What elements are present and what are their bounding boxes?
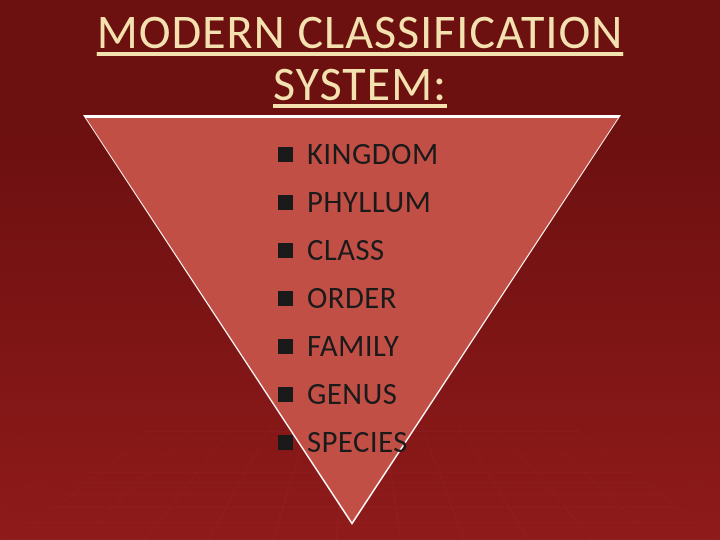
square-bullet-icon	[278, 435, 293, 450]
list-item: ORDER	[278, 274, 439, 322]
list-item-label: PHYLLUM	[307, 184, 431, 221]
square-bullet-icon	[278, 291, 293, 306]
list-item: KINGDOM	[278, 130, 439, 178]
list-item-label: KINGDOM	[307, 136, 439, 173]
square-bullet-icon	[278, 147, 293, 162]
slide: MODERN CLASSIFICATION SYSTEM: KINGDOM PH…	[0, 0, 720, 540]
list-item: FAMILY	[278, 322, 439, 370]
square-bullet-icon	[278, 195, 293, 210]
list-item: PHYLLUM	[278, 178, 439, 226]
square-bullet-icon	[278, 243, 293, 258]
title-line-2: SYSTEM:	[273, 54, 447, 113]
list-item-label: FAMILY	[307, 328, 399, 365]
list-item: SPECIES	[278, 418, 439, 466]
list-item-label: CLASS	[307, 232, 385, 269]
square-bullet-icon	[278, 387, 293, 402]
list-item: CLASS	[278, 226, 439, 274]
square-bullet-icon	[278, 339, 293, 354]
list-item-label: GENUS	[307, 376, 397, 413]
list-item-label: ORDER	[307, 280, 397, 317]
taxonomy-list: KINGDOM PHYLLUM CLASS ORDER FAMILY GENUS…	[278, 130, 439, 466]
slide-title: MODERN CLASSIFICATION SYSTEM:	[0, 6, 720, 110]
list-item: GENUS	[278, 370, 439, 418]
list-item-label: SPECIES	[307, 424, 408, 461]
title-line-1: MODERN CLASSIFICATION	[97, 2, 623, 61]
